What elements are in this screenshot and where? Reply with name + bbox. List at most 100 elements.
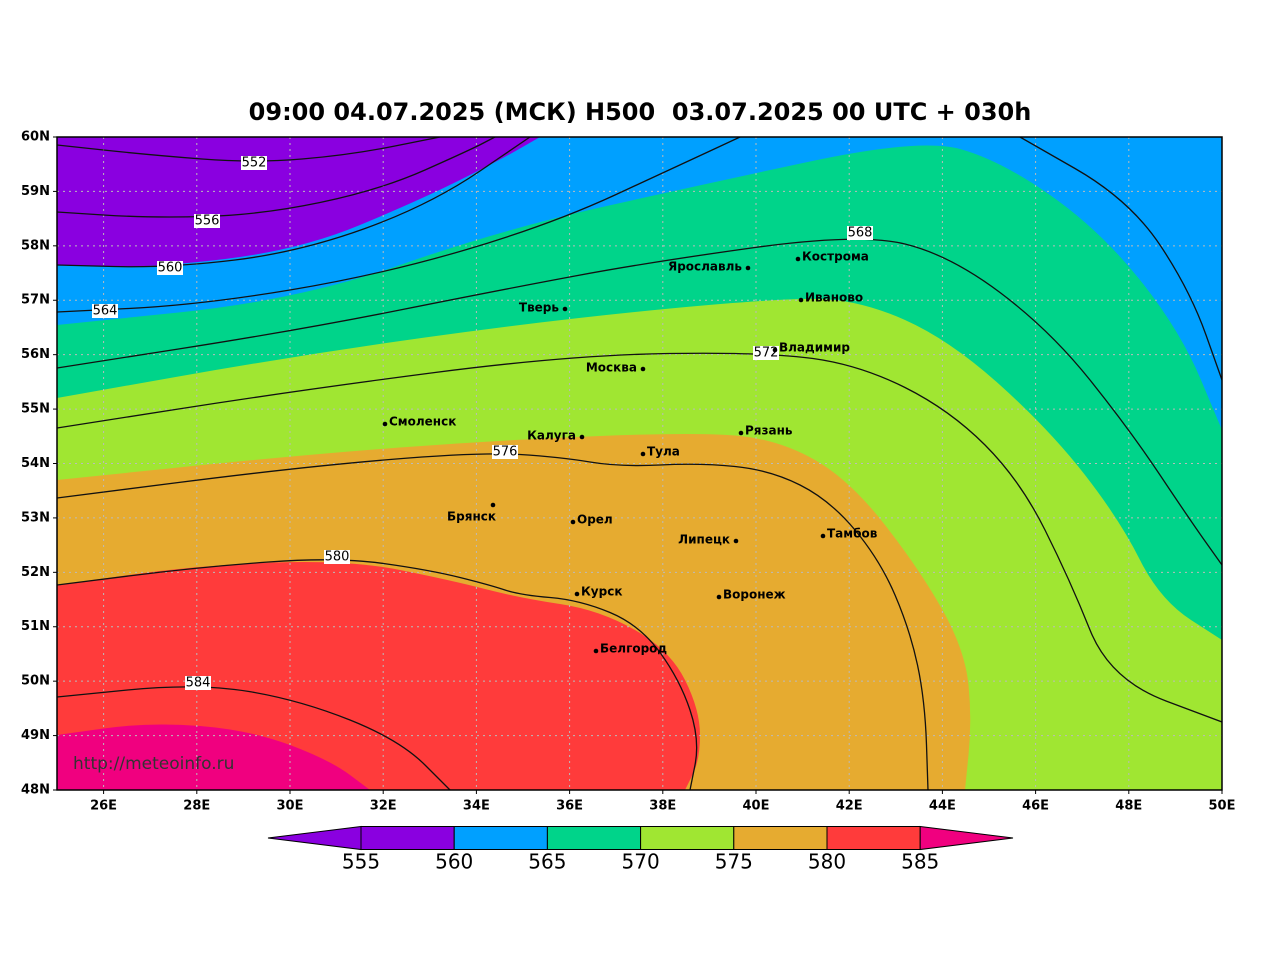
- contour-label-bg: [847, 226, 873, 240]
- city-label: Владимир: [779, 341, 850, 355]
- city-dot: [640, 366, 646, 372]
- city-dot: [745, 265, 751, 271]
- colorbar-label: 570: [622, 850, 660, 874]
- colorbar-label: 585: [901, 850, 939, 874]
- city-dot: [772, 347, 778, 353]
- contour-label: 572: [754, 346, 779, 361]
- city-dot: [570, 519, 576, 525]
- city-label: Москва: [586, 361, 637, 375]
- city-dot: [562, 306, 568, 312]
- colorbar-box: [733, 826, 828, 850]
- lon-label: 30E: [277, 799, 304, 814]
- lon-label: 50E: [1209, 799, 1236, 814]
- colorbar-box: [453, 826, 548, 850]
- city-label: Белгород: [600, 642, 667, 656]
- colorbar-label: 580: [808, 850, 846, 874]
- contour-label-bg: [753, 346, 779, 360]
- lat-label: 57N: [21, 293, 50, 308]
- lat-label: 52N: [21, 565, 50, 580]
- lon-label: 28E: [183, 799, 210, 814]
- lon-label: 38E: [649, 799, 676, 814]
- city-dot: [738, 430, 744, 436]
- lat-label: 53N: [21, 510, 50, 525]
- contour-label-bg: [492, 445, 518, 459]
- lat-label: 60N: [21, 129, 50, 144]
- lon-label: 42E: [836, 799, 863, 814]
- lat-label: 50N: [21, 674, 50, 689]
- city-dot: [574, 591, 580, 597]
- city-dot: [716, 594, 722, 600]
- city-label: Рязань: [745, 424, 793, 438]
- color-band: [57, 724, 370, 790]
- city-dot: [490, 502, 496, 508]
- city-dot: [640, 451, 646, 457]
- lon-label: 34E: [463, 799, 490, 814]
- lon-label: 48E: [1115, 799, 1142, 814]
- colorbar-box: [360, 826, 455, 850]
- lat-label: 51N: [21, 619, 50, 634]
- map-area: [57, 137, 1222, 790]
- lat-label: 49N: [21, 728, 50, 743]
- lon-label: 40E: [743, 799, 770, 814]
- city-dot: [579, 434, 585, 440]
- city-label: Тула: [647, 445, 680, 459]
- city-label: Тверь: [519, 301, 560, 315]
- contour-label-bg: [324, 550, 350, 564]
- contour-label-bg: [241, 156, 267, 170]
- contour-label-bg: [157, 261, 183, 275]
- contour-label-bg: [194, 214, 220, 228]
- contour-line: [57, 352, 1222, 723]
- colorbar-label: 555: [342, 850, 380, 874]
- city-label: Ярославль: [668, 260, 742, 274]
- city-label: Калуга: [527, 429, 576, 443]
- colorbar-label: 575: [715, 850, 753, 874]
- colorbar-extend: [267, 825, 362, 851]
- city-dot: [795, 256, 801, 262]
- city-dot: [733, 538, 739, 544]
- lat-label: 55N: [21, 402, 50, 417]
- lon-label: 36E: [556, 799, 583, 814]
- contour-line: [57, 137, 741, 313]
- contour-label: 560: [158, 261, 183, 276]
- watermark: http://meteoinfo.ru: [73, 754, 234, 774]
- contour-label-bg: [185, 676, 211, 690]
- colorbar-extend: [919, 825, 1014, 851]
- colorbar-box: [546, 826, 642, 850]
- city-dot: [798, 297, 804, 303]
- lat-label: 58N: [21, 238, 50, 253]
- lat-label: 54N: [21, 456, 50, 471]
- lat-label: 48N: [21, 783, 50, 798]
- city-dot: [382, 421, 388, 427]
- city-label: Орел: [577, 513, 613, 527]
- city-dot: [820, 533, 826, 539]
- city-label: Липецк: [678, 533, 730, 547]
- city-label: Кострома: [802, 250, 869, 264]
- colorbar-label: 565: [528, 850, 566, 874]
- lat-label: 56N: [21, 347, 50, 362]
- lon-label: 26E: [90, 799, 117, 814]
- title: 09:00 04.07.2025 (МСК) H500 03.07.2025 0…: [249, 98, 1032, 126]
- lon-label: 44E: [929, 799, 956, 814]
- city-label: Тамбов: [827, 527, 878, 541]
- colorbar-box: [826, 826, 921, 850]
- lon-label: 46E: [1022, 799, 1049, 814]
- city-label: Брянск: [447, 510, 496, 524]
- contour-label: 584: [186, 676, 211, 691]
- contour-label-bg: [92, 304, 118, 318]
- color-band: [57, 137, 540, 267]
- colorbar-box: [640, 826, 735, 850]
- contour-label: 576: [493, 445, 518, 460]
- contour-label: 564: [93, 304, 118, 319]
- contour-label: 580: [325, 550, 350, 565]
- contour-line: [1019, 137, 1222, 381]
- lon-label: 32E: [370, 799, 397, 814]
- contour-line: [57, 137, 496, 218]
- city-label: Смоленск: [389, 415, 456, 429]
- contour-label: 568: [848, 226, 873, 241]
- city-label: Иваново: [805, 291, 863, 305]
- colorbar-label: 560: [435, 850, 473, 874]
- lat-label: 59N: [21, 184, 50, 199]
- city-label: Воронеж: [723, 588, 786, 602]
- contour-line: [57, 686, 451, 790]
